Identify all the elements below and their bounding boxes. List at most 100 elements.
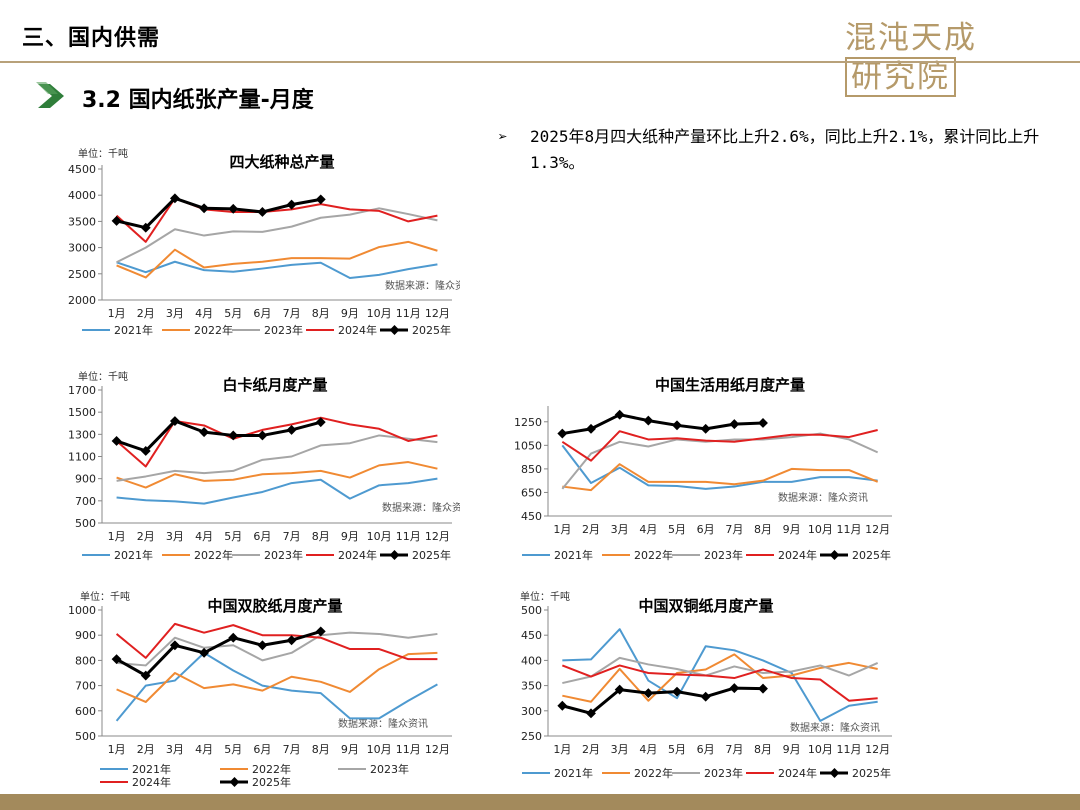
series-line-2024年 [115, 416, 438, 468]
x-tick-label: 2月 [137, 307, 155, 320]
data-point [758, 418, 768, 428]
x-tick-label: 1月 [553, 743, 571, 756]
chart-title: 中国双胶纸月度产量 [207, 597, 342, 615]
x-tick-label: 10月 [367, 743, 392, 756]
header: 三、国内供需 混沌天成研究院 [0, 0, 1080, 97]
y-tick-label: 3500 [68, 215, 96, 228]
legend-label: 2024年 [778, 548, 817, 562]
source-label: 数据来源：隆众资讯 [338, 717, 428, 730]
x-tick-label: 5月 [668, 743, 686, 756]
x-tick-label: 7月 [725, 523, 743, 536]
arrow-bullet-icon: ➢ [498, 127, 508, 146]
data-point [228, 430, 239, 441]
x-tick-label: 2月 [137, 530, 155, 543]
legend-label: 2024年 [132, 775, 171, 789]
data-point [557, 428, 568, 439]
x-tick-label: 7月 [283, 530, 301, 543]
data-point [557, 700, 568, 711]
subtitle-text: 3.2 国内纸张产量-月度 [82, 88, 314, 113]
legend-label: 2023年 [704, 548, 743, 562]
x-tick-label: 6月 [253, 743, 271, 756]
x-tick-label: 5月 [224, 530, 242, 543]
series-line-2023年 [116, 631, 438, 667]
x-tick-label: 1月 [108, 530, 126, 543]
series-line-2025年 [561, 686, 764, 715]
legend-label: 2023年 [264, 548, 303, 562]
legend-label: 2024年 [778, 766, 817, 780]
y-tick-label: 500 [521, 604, 542, 617]
series-line-2022年 [562, 653, 878, 703]
chart-offset-paper-output: 中国双胶纸月度产量 单位：千吨 500 600 700 800 900 1000 1月 2月 3月 4… [68, 590, 452, 789]
data-point [257, 207, 268, 217]
series-line-2024年 [115, 197, 438, 243]
legend-label: 2023年 [264, 323, 303, 337]
header-divider [0, 61, 1080, 63]
x-tick-label: 1月 [108, 307, 126, 320]
x-tick-label: 5月 [224, 743, 242, 756]
logo-text: 混沌天成 [845, 20, 977, 56]
legend-label: 2025年 [852, 548, 891, 562]
chart-title: 白卡纸月度产量 [222, 376, 327, 394]
x-tick-label: 6月 [697, 743, 715, 756]
legend-label: 2021年 [554, 548, 593, 562]
data-point [729, 419, 740, 430]
x-tick-label: 3月 [166, 530, 184, 543]
footer-bar [0, 794, 1080, 810]
series-line-2023年 [116, 434, 438, 482]
data-point [140, 446, 151, 456]
source-label: 数据来源：隆众资讯 [385, 279, 460, 292]
series-line-2025年 [116, 196, 322, 230]
y-tick-label: 250 [521, 730, 542, 743]
summary-text: 2025年8月四大纸种产量环比上升2.6%，同比上升2.1%，累计同比上升1.3… [530, 127, 1040, 172]
x-tick-label: 12月 [865, 523, 890, 536]
x-tick-label: 7月 [283, 743, 301, 756]
x-tick-label: 6月 [253, 530, 271, 543]
x-tick-label: 9月 [783, 743, 801, 756]
chart-title: 中国双铜纸月度产量 [638, 597, 773, 615]
series-line-2021年 [562, 628, 878, 722]
data-point [257, 640, 268, 651]
x-tick-label: 12月 [425, 530, 450, 543]
y-tick-label: 450 [521, 510, 542, 523]
chart-title: 中国生活用纸月度产量 [655, 376, 805, 394]
x-tick-label: 12月 [865, 743, 890, 756]
chart-tissue-output: 中国生活用纸月度产量 450 650 850 1050 1250 1月 2月 3月 4月 5月 6月 7… [514, 376, 892, 562]
legend-label: 2023年 [704, 766, 743, 780]
data-point [111, 436, 122, 446]
y-tick-label: 1700 [68, 384, 96, 397]
unit-label: 单位：千吨 [520, 590, 570, 603]
legend-marker [229, 777, 240, 787]
data-point [286, 635, 297, 646]
x-tick-label: 11月 [837, 523, 862, 536]
x-tick-label: 1月 [553, 523, 571, 536]
legend-label: 2024年 [338, 323, 377, 337]
legend-label: 2022年 [634, 766, 673, 780]
y-tick-label: 450 [521, 629, 542, 642]
x-tick-label: 5月 [224, 307, 242, 320]
series-line-2024年 [115, 622, 438, 661]
logo-box-text: 研究院 [845, 57, 956, 97]
y-tick-label: 1500 [68, 406, 96, 419]
y-tick-label: 2500 [68, 268, 96, 281]
x-tick-label: 3月 [166, 307, 184, 320]
x-tick-label: 8月 [312, 530, 330, 543]
x-tick-label: 9月 [783, 523, 801, 536]
x-tick-label: 2月 [582, 743, 600, 756]
x-tick-label: 9月 [341, 307, 359, 320]
x-tick-label: 8月 [312, 743, 330, 756]
unit-label: 单位：千吨 [78, 370, 128, 383]
x-tick-label: 11月 [396, 307, 421, 320]
y-tick-label: 900 [75, 473, 96, 486]
y-tick-label: 3000 [68, 242, 96, 255]
legend-label: 2021年 [114, 548, 153, 562]
series-line-2021年 [561, 444, 878, 490]
chart-title: 四大纸种总产量 [229, 153, 334, 171]
y-tick-label: 4500 [68, 163, 96, 176]
series-line-2021年 [116, 260, 438, 279]
y-tick-label: 350 [521, 680, 542, 693]
data-point [614, 409, 625, 420]
data-point [729, 683, 740, 694]
data-point [286, 199, 297, 210]
series-line-2021年 [115, 651, 438, 722]
x-tick-label: 4月 [195, 743, 213, 756]
